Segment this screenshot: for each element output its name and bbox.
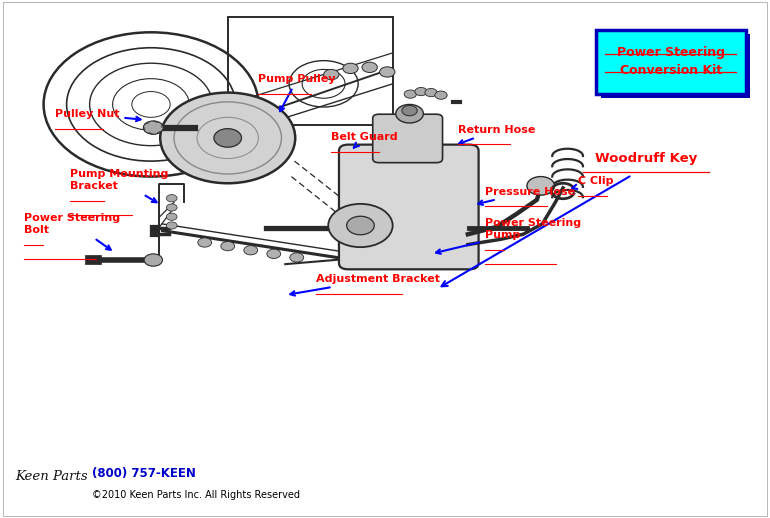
Circle shape: [244, 246, 258, 255]
Circle shape: [346, 216, 374, 235]
Circle shape: [527, 177, 554, 195]
Circle shape: [166, 213, 177, 220]
FancyBboxPatch shape: [373, 114, 443, 163]
Circle shape: [267, 249, 280, 258]
Circle shape: [290, 253, 303, 262]
Circle shape: [166, 222, 177, 229]
Text: Power Steering
Conversion Kit: Power Steering Conversion Kit: [617, 47, 725, 77]
Circle shape: [221, 241, 235, 251]
Circle shape: [323, 69, 339, 80]
Circle shape: [402, 106, 417, 116]
Circle shape: [144, 254, 162, 266]
Text: Belt Guard: Belt Guard: [331, 133, 398, 148]
Text: Woodruff Key: Woodruff Key: [594, 152, 697, 165]
Circle shape: [166, 204, 177, 211]
Circle shape: [404, 90, 417, 98]
Circle shape: [362, 62, 377, 73]
Text: Power Steering 
Bolt: Power Steering Bolt: [25, 213, 125, 250]
Text: Pressure Hose: Pressure Hose: [478, 186, 575, 205]
Circle shape: [415, 88, 427, 96]
Text: C Clip: C Clip: [572, 176, 614, 189]
Circle shape: [425, 89, 437, 97]
Circle shape: [343, 63, 358, 74]
Circle shape: [198, 238, 212, 247]
Text: ©2010 Keen Parts Inc. All Rights Reserved: ©2010 Keen Parts Inc. All Rights Reserve…: [92, 490, 300, 500]
Text: Pulley Nut: Pulley Nut: [55, 109, 141, 121]
Circle shape: [435, 91, 447, 99]
Text: Return Hose: Return Hose: [458, 125, 535, 145]
Circle shape: [143, 121, 163, 134]
Circle shape: [396, 105, 424, 123]
Circle shape: [160, 93, 295, 183]
Circle shape: [166, 195, 177, 202]
Circle shape: [328, 204, 393, 247]
Text: Pump Pulley: Pump Pulley: [259, 74, 336, 111]
FancyBboxPatch shape: [601, 34, 750, 98]
FancyBboxPatch shape: [339, 145, 479, 269]
Circle shape: [214, 128, 242, 147]
Text: Keen Parts: Keen Parts: [15, 470, 88, 483]
Text: Pump Mounting
Bracket: Pump Mounting Bracket: [70, 169, 169, 203]
Circle shape: [380, 67, 395, 77]
Text: Adjustment Bracket: Adjustment Bracket: [290, 274, 440, 296]
Text: Power Steering 
Pump: Power Steering Pump: [436, 218, 584, 254]
FancyBboxPatch shape: [596, 30, 745, 94]
Text: (800) 757-KEEN: (800) 757-KEEN: [92, 467, 196, 480]
